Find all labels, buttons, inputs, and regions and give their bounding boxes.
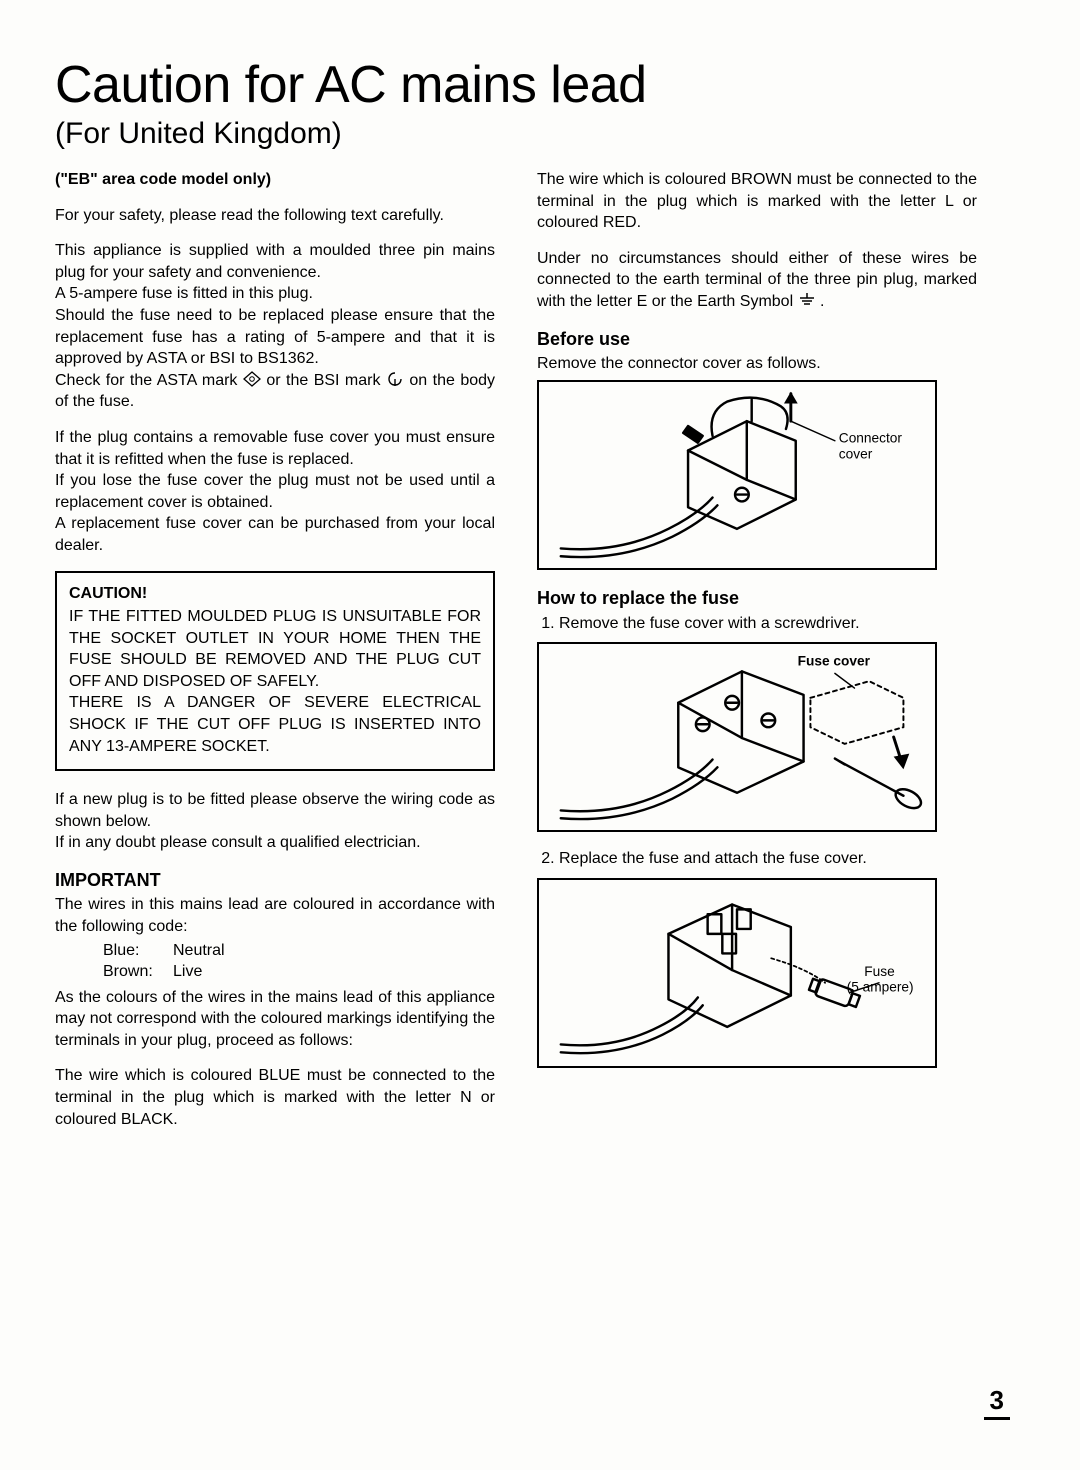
new-plug-info: If a new plug is to be fitted please obs…: [55, 789, 495, 854]
fuse-cover-c: A replacement fuse cover can be purchase…: [55, 515, 495, 554]
wire-code-list: Blue:Neutral Brown:Live: [55, 940, 495, 983]
page-number: 3: [984, 1385, 1010, 1420]
wire-brown-key: Brown:: [103, 961, 173, 983]
before-use-heading: Before use: [537, 327, 977, 351]
wire-colour-note: As the colours of the wires in the mains…: [55, 987, 495, 1052]
svg-text:cover: cover: [839, 447, 873, 462]
fig3-label-b: (5 ampere): [847, 980, 914, 995]
area-code-note: ("EB" area code model only): [55, 169, 495, 191]
fig2-label: Fuse cover: [798, 654, 871, 669]
wire-blue-key: Blue:: [103, 940, 173, 962]
earth-warning-post: .: [820, 293, 824, 310]
fuse-cover-b: If you lose the fuse cover the plug must…: [55, 472, 495, 511]
wire-blue-row: Blue:Neutral: [103, 940, 495, 962]
fuse-cover-a: If the plug contains a removable fuse co…: [55, 429, 495, 468]
fuse-replace-line: Should the fuse need to be replaced plea…: [55, 307, 495, 367]
two-column-layout: ("EB" area code model only) For your saf…: [55, 169, 1020, 1144]
fig1-label: Connector: [839, 431, 903, 446]
figure-fuse-replace: Fuse (5 ampere): [537, 878, 937, 1068]
page-subtitle: (For United Kingdom): [55, 117, 1020, 151]
left-column: ("EB" area code model only) For your saf…: [55, 169, 495, 1144]
asta-check-mid: or the BSI mark: [266, 372, 386, 389]
replace-step-1: Remove the fuse cover with a screwdriver…: [559, 613, 977, 635]
caution-text-a: IF THE FITTED MOULDED PLUG IS UNSUITABLE…: [69, 608, 481, 690]
important-heading: IMPORTANT: [55, 868, 495, 892]
new-plug-b: If in any doubt please consult a qualifi…: [55, 834, 421, 851]
replace-step-list-2: Replace the fuse and attach the fuse cov…: [537, 848, 977, 870]
figure-fuse-cover: Fuse cover: [537, 642, 937, 832]
wire-brown-val: Live: [173, 963, 202, 980]
safety-intro: For your safety, please read the followi…: [55, 205, 495, 227]
fuse-cover-info: If the plug contains a removable fuse co…: [55, 427, 495, 557]
fuse-fitted-line: A 5-ampere fuse is fitted in this plug.: [55, 285, 313, 302]
page: Caution for AC mains lead (For United Ki…: [0, 0, 1080, 1470]
asta-mark-icon: [243, 371, 261, 387]
earth-warning-text: Under no circumstances should either of …: [537, 250, 977, 310]
asta-check-pre: Check for the ASTA mark: [55, 372, 243, 389]
caution-body: IF THE FITTED MOULDED PLUG IS UNSUITABLE…: [69, 606, 481, 757]
figure-connector-cover: Connector cover: [537, 380, 937, 570]
page-title: Caution for AC mains lead: [55, 55, 1020, 115]
bsi-mark-icon: [386, 371, 404, 387]
new-plug-a: If a new plug is to be fitted please obs…: [55, 791, 495, 830]
plug-info: This appliance is supplied with a moulde…: [55, 240, 495, 413]
caution-text-b: THERE IS A DANGER OF SEVERE ELECTRICAL S…: [69, 694, 481, 754]
replace-step-2: Replace the fuse and attach the fuse cov…: [559, 848, 977, 870]
blue-wire-instruction: The wire which is coloured BLUE must be …: [55, 1065, 495, 1130]
caution-box: CAUTION! IF THE FITTED MOULDED PLUG IS U…: [55, 571, 495, 772]
replace-fuse-heading: How to replace the fuse: [537, 586, 977, 610]
wire-code-intro: The wires in this mains lead are coloure…: [55, 894, 495, 937]
wire-brown-row: Brown:Live: [103, 961, 495, 983]
caution-heading: CAUTION!: [69, 583, 481, 605]
earth-symbol-icon: [798, 292, 816, 308]
wire-blue-val: Neutral: [173, 942, 225, 959]
fig3-label-a: Fuse: [864, 964, 894, 979]
plug-info-line: This appliance is supplied with a moulde…: [55, 242, 495, 281]
replace-step-list-1: Remove the fuse cover with a screwdriver…: [537, 613, 977, 635]
earth-warning: Under no circumstances should either of …: [537, 248, 977, 313]
brown-wire-instruction: The wire which is coloured BROWN must be…: [537, 169, 977, 234]
right-column: The wire which is coloured BROWN must be…: [537, 169, 977, 1144]
before-use-text: Remove the connector cover as follows.: [537, 353, 977, 375]
